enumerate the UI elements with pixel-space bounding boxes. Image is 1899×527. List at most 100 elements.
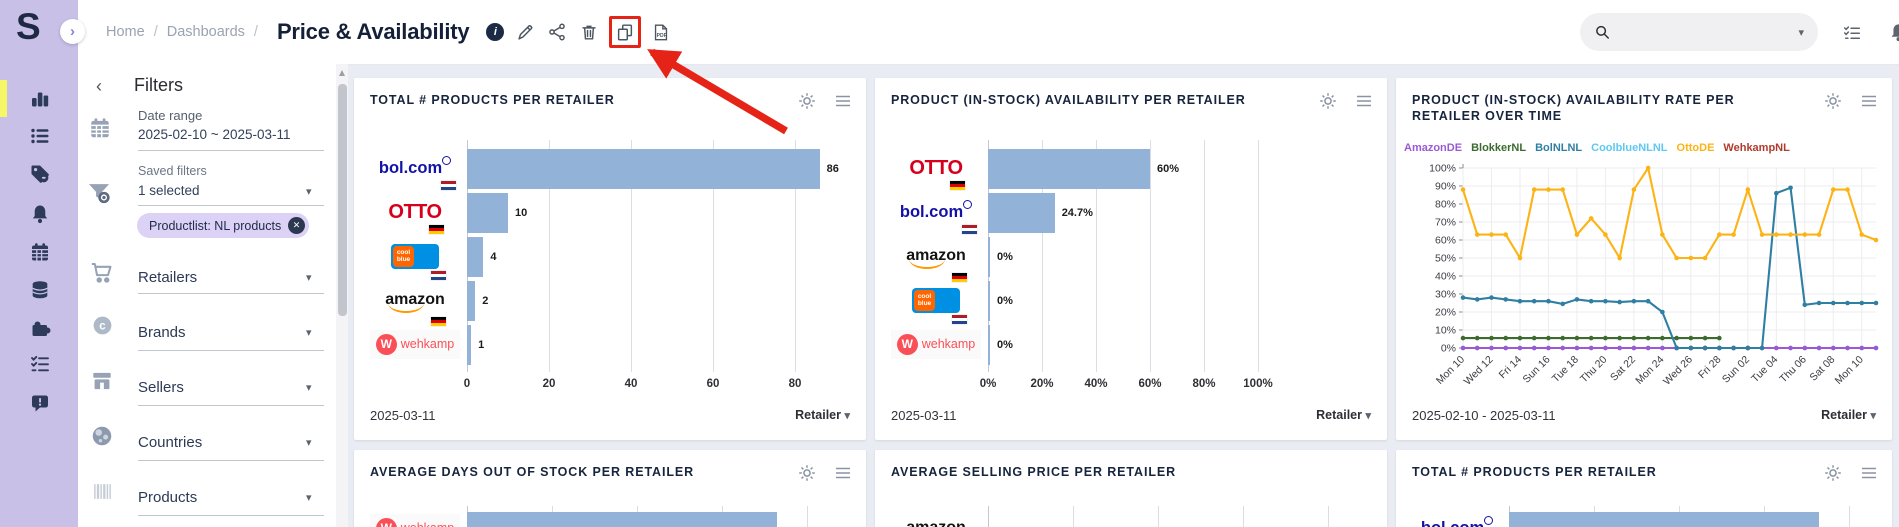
sidebar-item-lists[interactable]: [29, 125, 51, 147]
countries-chevron-icon[interactable]: ▾: [306, 437, 312, 449]
card-menu-icon[interactable]: [834, 92, 852, 115]
share-icon[interactable]: [546, 21, 568, 43]
globe-icon: [90, 424, 114, 453]
group-by-dropdown[interactable]: Retailer ▾: [1316, 408, 1371, 422]
legend-item-blokkernl[interactable]: BlokkerNL: [1471, 142, 1527, 154]
filter-section-brands[interactable]: Brands: [138, 324, 186, 341]
card-availability-rate-over-time: 0% 10% 20% 30% 40% 50% 60% 70% 80% 90% 100% Mon 10 W…: [1396, 78, 1892, 440]
card-menu-icon[interactable]: [1355, 92, 1373, 115]
filter-chip-label: Productlist: NL products: [149, 218, 282, 233]
retailers-chevron-icon[interactable]: ▾: [306, 272, 312, 284]
svg-text:30%: 30%: [1435, 289, 1456, 301]
x-tick-label: 60: [706, 378, 720, 390]
notifications-bell-icon[interactable]: [1887, 21, 1899, 43]
filter-section-retailers[interactable]: Retailers: [138, 269, 198, 286]
sidebar-item-data[interactable]: [29, 279, 51, 301]
card-settings-gear-icon[interactable]: [1319, 92, 1337, 115]
delete-icon[interactable]: [578, 21, 600, 43]
sidebar-item-integrations[interactable]: [29, 317, 51, 339]
card-menu-icon[interactable]: [1860, 464, 1878, 487]
sidebar-item-alerts[interactable]: [29, 203, 51, 225]
card-menu-icon[interactable]: [1860, 92, 1878, 115]
sidebar-collapse-toggle[interactable]: ›: [60, 19, 85, 44]
sidebar-item-pricing[interactable]: [29, 163, 51, 185]
card-settings-gear-icon[interactable]: [1824, 464, 1842, 487]
sidebar-item-dashboards[interactable]: [29, 87, 51, 109]
filters-scrollbar-thumb[interactable]: [337, 84, 347, 316]
search-dropdown-caret[interactable]: ▾: [1798, 26, 1804, 39]
sellers-chevron-icon[interactable]: ▾: [306, 382, 312, 394]
search-input[interactable]: [1618, 23, 1799, 41]
chevron-down-icon: ▾: [844, 410, 850, 422]
bar-value-label: 1: [478, 339, 485, 351]
retailer-logo-amazon: amazon: [891, 508, 981, 527]
gridline: [795, 140, 796, 372]
group-by-dropdown[interactable]: Retailer ▾: [1821, 408, 1876, 422]
gridline: [1158, 506, 1159, 527]
calendar-icon: [32, 243, 48, 261]
filters-panel: ‹ Filters Date range 2025-02-10 ~ 2025-0…: [78, 64, 348, 527]
card-settings-gear-icon[interactable]: [798, 92, 816, 115]
sidebar-item-checklist[interactable]: [29, 353, 51, 375]
date-range-value[interactable]: 2025-02-10 ~ 2025-03-11: [138, 127, 291, 142]
edit-icon[interactable]: [514, 21, 536, 43]
info-icon[interactable]: i: [486, 23, 505, 41]
breadcrumb-separator: /: [153, 24, 158, 40]
bar-value-label: 4: [490, 251, 497, 263]
filters-collapse-icon[interactable]: ‹: [96, 76, 102, 96]
retailer-logo-bol-com: bol.com: [370, 148, 460, 190]
scrollbar-up-arrow[interactable]: [339, 70, 345, 76]
sidebar-item-calendar[interactable]: [29, 241, 51, 263]
filter-section-countries[interactable]: Countries: [138, 434, 203, 451]
card-settings-gear-icon[interactable]: [1824, 92, 1842, 115]
duplicate-icon[interactable]: [614, 21, 636, 43]
chart-legend[interactable]: AmazonDE BlokkerNL BolNLNL CoolblueNLNL Otto…: [1404, 142, 1790, 154]
gridline: [1096, 140, 1097, 372]
bar-value-label: 0%: [997, 295, 1013, 307]
divider: [138, 405, 324, 406]
group-by-dropdown[interactable]: Retailer ▾: [795, 408, 850, 422]
gridline: [1243, 506, 1244, 527]
svg-text:Mon 10: Mon 10: [1833, 354, 1866, 387]
bar-chart: 0% 20% 40% 60% 80% 100% OTTO 60% bol.com 24.7% ama…: [875, 78, 1387, 440]
legend-item-ottode[interactable]: OttoDE: [1676, 142, 1715, 154]
sidebar-item-feedback[interactable]: [29, 392, 51, 414]
app-logo[interactable]: S: [16, 6, 41, 47]
bar-chart-partial: amazon: [875, 450, 1387, 527]
search-bar[interactable]: ▾: [1580, 13, 1818, 51]
divider: [138, 515, 324, 516]
bar-coolblue: [467, 237, 484, 277]
card-availability-per-retailer: 0% 20% 40% 60% 80% 100% OTTO 60% bol.com 24.7% ama…: [875, 78, 1387, 440]
legend-item-amazonde[interactable]: AmazonDE: [1404, 142, 1463, 154]
products-chevron-icon[interactable]: ▾: [306, 492, 312, 504]
svg-text:Wed 12: Wed 12: [1462, 354, 1496, 388]
tasks-icon[interactable]: [1841, 22, 1863, 44]
legend-item-coolbluenlnl[interactable]: CoolblueNLNL: [1591, 142, 1668, 154]
filter-chip[interactable]: Productlist: NL products ✕: [137, 213, 309, 238]
filter-section-products[interactable]: Products: [138, 489, 198, 506]
gridline: [713, 140, 714, 372]
breadcrumb-dashboards[interactable]: Dashboards: [166, 24, 245, 40]
breadcrumb-home[interactable]: Home: [106, 24, 145, 40]
brands-chevron-icon[interactable]: ▾: [306, 327, 312, 339]
divider: [138, 350, 324, 351]
card-date: 2025-03-11: [370, 408, 436, 423]
saved-filters-chevron-icon[interactable]: ▾: [306, 186, 312, 198]
line-chart: 0% 10% 20% 30% 40% 50% 60% 70% 80% 90% 100% Mon 10 W…: [1396, 78, 1892, 440]
store-icon: [90, 369, 114, 398]
x-tick-label: 20: [542, 378, 556, 390]
x-tick-label: 20%: [1030, 378, 1054, 390]
legend-item-bolnlnl[interactable]: BolNLNL: [1535, 142, 1583, 154]
bar-coolblue: [988, 281, 990, 321]
svg-text:Mon 24: Mon 24: [1633, 354, 1666, 387]
card-settings-gear-icon[interactable]: [798, 464, 816, 487]
saved-filters-value[interactable]: 1 selected: [138, 183, 200, 198]
divider: [138, 293, 324, 294]
legend-item-wehkampnl[interactable]: WehkampNL: [1723, 142, 1790, 154]
bar-wehkamp: [988, 325, 990, 365]
card-menu-icon[interactable]: [834, 464, 852, 487]
export-pdf-icon[interactable]: PDF: [650, 21, 672, 43]
filter-section-sellers[interactable]: Sellers: [138, 379, 184, 396]
chip-remove-icon[interactable]: ✕: [288, 217, 305, 234]
